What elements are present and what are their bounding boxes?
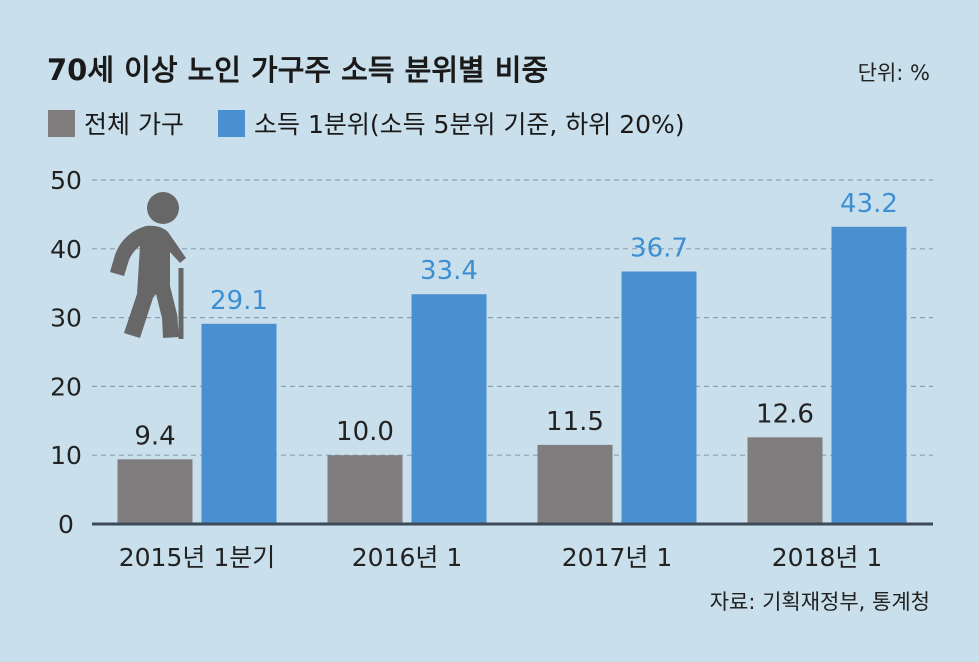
y-tick-label: 30 [50, 304, 82, 333]
bar-income-quintile-1-2 [621, 271, 697, 524]
unit-label: 단위: % [858, 61, 930, 85]
bar-income-quintile-1-0 [201, 323, 277, 524]
value-label-income-quintile-1-2: 36.7 [630, 234, 688, 264]
value-label-total-households-0: 9.4 [134, 421, 175, 451]
value-label-total-households-2: 11.5 [546, 407, 604, 437]
value-label-income-quintile-1-0: 29.1 [210, 286, 268, 316]
y-tick-label: 50 [50, 166, 82, 195]
legend-swatch-total-households [48, 110, 75, 137]
bar-income-quintile-1-1 [411, 294, 487, 524]
y-tick-label: 0 [58, 510, 74, 539]
value-label-income-quintile-1-3: 43.2 [840, 189, 898, 219]
y-tick-label: 40 [50, 235, 82, 264]
bar-total-households-2 [537, 444, 613, 524]
bar-total-households-1 [327, 455, 403, 524]
legend-label-total-households: 전체 가구 [84, 110, 184, 139]
x-tick-label: 2016년 1 [352, 543, 462, 572]
x-tick-label: 2018년 1 [772, 543, 882, 572]
bar-total-households-0 [117, 459, 193, 524]
y-axis-ticks: 0 10 20 30 40 50 [50, 166, 82, 539]
legend-label-income-quintile-1: 소득 1분위(소득 5분위 기준, 하위 20%) [254, 110, 685, 139]
legend-swatch-income-quintile-1 [218, 110, 245, 137]
value-label-income-quintile-1-1: 33.4 [420, 256, 478, 286]
x-tick-label: 2017년 1 [562, 543, 672, 572]
x-tick-label: 2015년 1분기 [119, 543, 275, 572]
value-label-total-households-1: 10.0 [336, 417, 394, 447]
value-labels: 9.4 29.1 10.0 33.4 11.5 36.7 12.6 43.2 [134, 189, 898, 452]
chart-title: 70세 이상 노인 가구주 소득 분위별 비중 [47, 53, 548, 87]
bars [117, 226, 907, 524]
elderly-person-with-cane-icon [110, 192, 186, 338]
y-tick-label: 20 [50, 372, 82, 401]
source-note: 자료: 기획재정부, 통계청 [710, 590, 930, 614]
value-label-total-households-3: 12.6 [756, 399, 814, 429]
bar-income-quintile-1-3 [831, 226, 907, 524]
bar-total-households-3 [747, 437, 823, 524]
y-tick-label: 10 [50, 441, 82, 470]
x-axis-ticks: 2015년 1분기 2016년 1 2017년 1 2018년 1 [119, 543, 882, 572]
